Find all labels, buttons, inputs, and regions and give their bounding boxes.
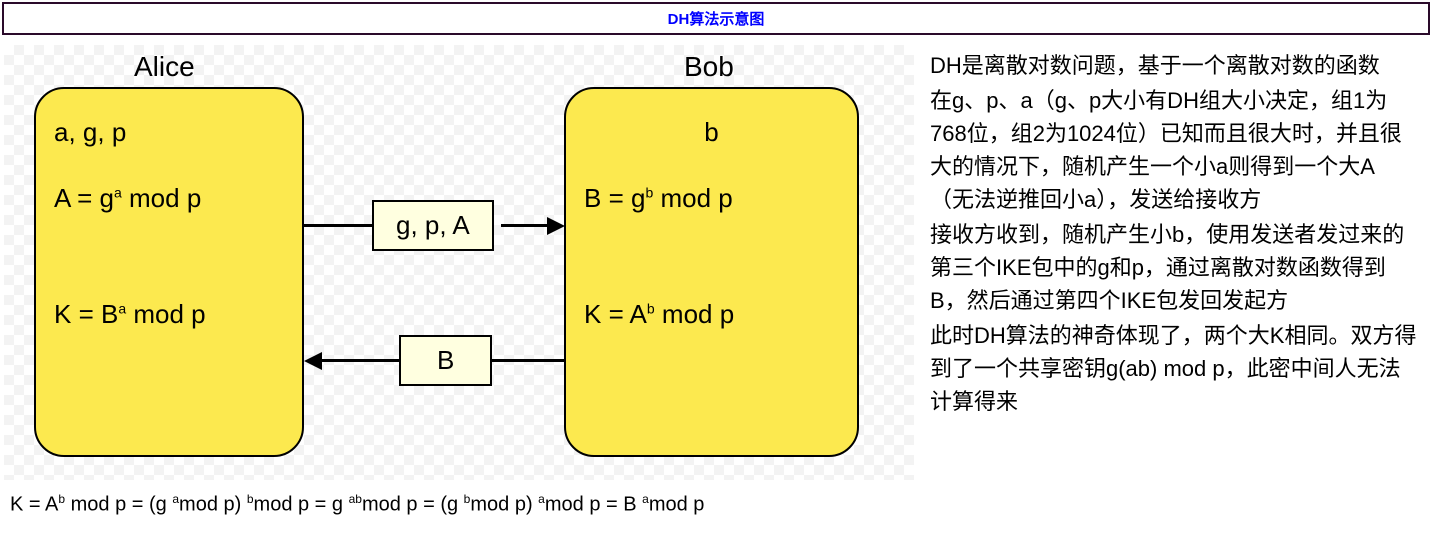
alice-l2-sup: a (114, 184, 122, 200)
pf-s2: b (247, 492, 254, 506)
pf-p7: mod p (649, 494, 705, 516)
bob-label: Bob (684, 51, 734, 83)
bob-line2: B = gb mod p (584, 185, 839, 211)
arrow2-head (304, 352, 322, 370)
arrow2-left (320, 359, 399, 362)
bob-l3-sup: b (647, 300, 655, 316)
alice-label: Alice (134, 51, 195, 83)
arrow1-right (501, 224, 549, 227)
pf-p5: mod p) (470, 494, 538, 516)
pf-s5: a (538, 492, 545, 506)
alice-l3-pre: K = B (54, 299, 118, 329)
msg2-box: B (399, 335, 492, 386)
header-title: DH算法示意图 (668, 11, 765, 28)
desc-para1: DH是离散对数问题，基于一个离散对数的函数 (930, 49, 1418, 82)
pf-p3: mod p = g (254, 494, 349, 516)
alice-l2-post: mod p (122, 183, 202, 213)
desc-para4: 此时DH算法的神奇体现了，两个大K相同。双方得到了一个共享密钥g(ab) mod… (930, 319, 1418, 418)
pf-p6: mod p = B (545, 494, 642, 516)
pf-p2: mod p) (179, 494, 247, 516)
pf-s6: a (642, 492, 649, 506)
arrow2-right (490, 359, 564, 362)
description-column: DH是离散对数问题，基于一个离散对数的函数 在g、p、a（g、p大小有DH组大小… (924, 45, 1428, 420)
bob-l3-post: mod p (655, 299, 735, 329)
pf-s3: ab (349, 492, 362, 506)
pf-p1: mod p = (g (65, 494, 172, 516)
alice-l3-sup: a (118, 300, 126, 316)
bob-box: b B = gb mod p K = Ab mod p (564, 87, 859, 457)
alice-line3: K = Ba mod p (54, 301, 284, 327)
bob-line1: b (584, 119, 839, 145)
arrow1-head (547, 217, 565, 235)
proof-equation: K = Ab mod p = (g amod p) bmod p = g abm… (4, 480, 924, 517)
main-wrap: Alice Bob a, g, p A = ga mod p K = Ba mo… (0, 37, 1432, 517)
bob-line3: K = Ab mod p (584, 301, 839, 327)
diagram-column: Alice Bob a, g, p A = ga mod p K = Ba mo… (4, 45, 924, 517)
pf-p0: K = A (10, 494, 58, 516)
desc-para3: 接收方收到，随机产生小b，使用发送者发过来的第三个IKE包中的g和p，通过离散对… (930, 218, 1418, 317)
alice-line2: A = ga mod p (54, 185, 284, 211)
arrow1-left (304, 224, 372, 227)
desc-para2: 在g、p、a（g、p大小有DH组大小决定，组1为768位，组2为1024位）已知… (930, 84, 1418, 216)
dh-diagram: Alice Bob a, g, p A = ga mod p K = Ba mo… (4, 45, 914, 480)
pf-p4: mod p = (g (362, 494, 464, 516)
alice-l3-post: mod p (126, 299, 206, 329)
msg1-box: g, p, A (372, 200, 494, 251)
bob-l2-post: mod p (653, 183, 733, 213)
alice-l2-pre: A = g (54, 183, 114, 213)
alice-box: a, g, p A = ga mod p K = Ba mod p (34, 87, 304, 457)
header-bar: DH算法示意图 (2, 2, 1430, 35)
bob-l2-pre: B = g (584, 183, 645, 213)
alice-line1: a, g, p (54, 119, 284, 145)
bob-l3-pre: K = A (584, 299, 647, 329)
